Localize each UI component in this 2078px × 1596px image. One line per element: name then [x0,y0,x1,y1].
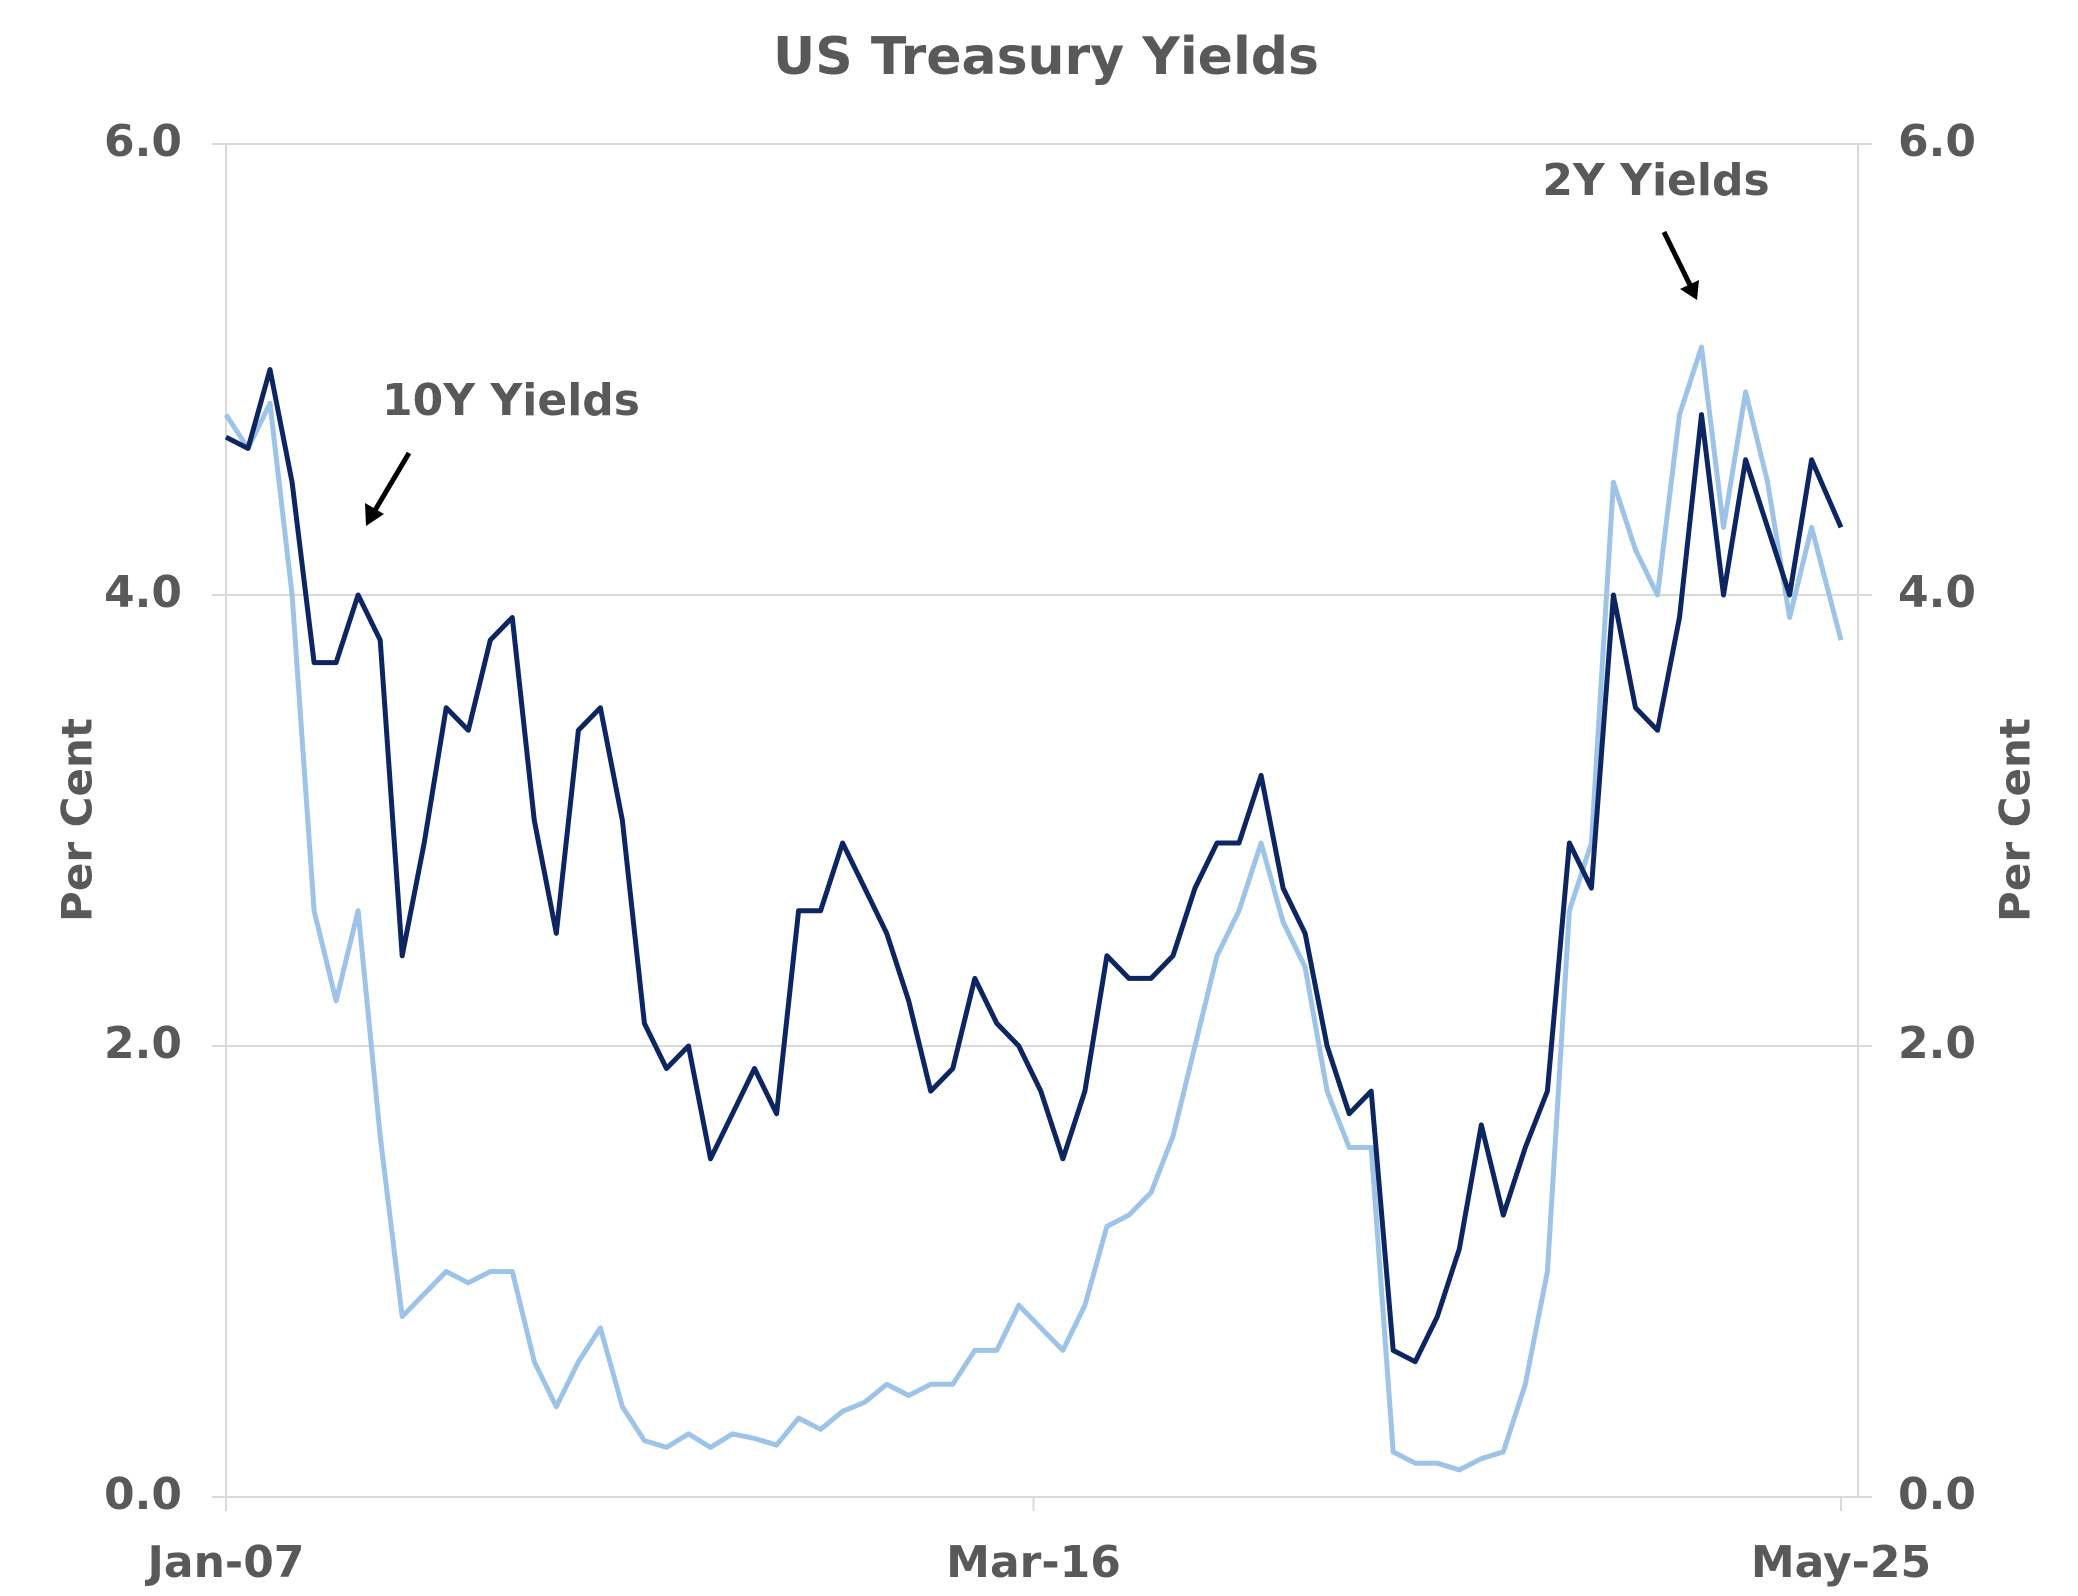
plot-area: 0.0 2.0 4.0 6.0 0.0 2.0 4.0 6.0 Jan-07 Mar-16 May-… [104,116,1976,1588]
x-tick-label: Mar-16 [946,1537,1121,1588]
annotation-arrow [1661,230,1693,287]
y-tick-label: 0.0 [104,1469,182,1520]
series-line [223,344,1844,1473]
annotation-arrowhead [1680,280,1699,300]
y2-tick-label: 4.0 [1898,567,1976,618]
series-line [224,367,1844,1365]
x-tick-label: May-25 [1751,1537,1931,1588]
y2-tick-label: 2.0 [1898,1018,1976,1069]
annotation: 2Y Yields [1542,155,1769,206]
chart-title: US Treasury Yields [773,27,1319,87]
annotation-arrow [371,451,412,514]
y2-tick-label: 0.0 [1898,1469,1976,1520]
y-tick-label: 6.0 [104,116,182,167]
y-tick-label: 2.0 [104,1018,182,1069]
annotation: 10Y Yields [382,375,640,426]
annotation-arrowhead [365,503,384,526]
y2-tick-label: 6.0 [1898,116,1976,167]
x-tick-label: Jan-07 [145,1537,305,1588]
y-tick-label: 4.0 [104,567,182,618]
y-axis-title: Per Cent [53,718,102,922]
y2-axis-title: Per Cent [1991,718,2040,922]
